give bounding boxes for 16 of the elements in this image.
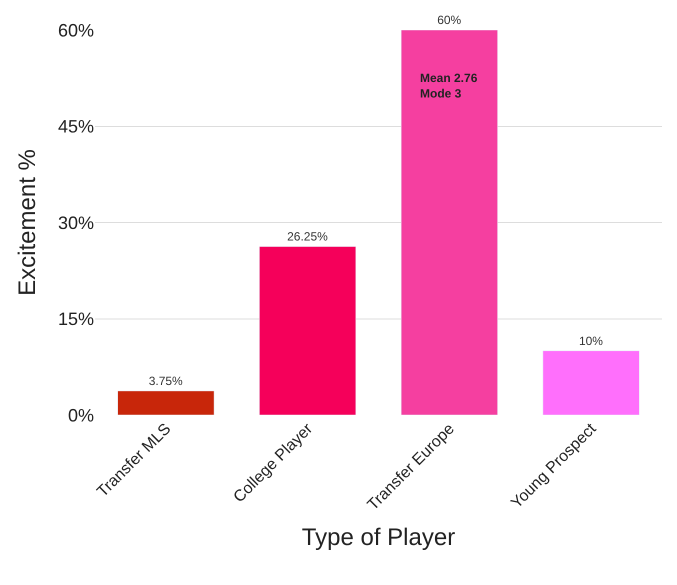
y-tick-label: 0% [68, 405, 94, 426]
bar [400, 30, 498, 415]
data-label: 26.25% [287, 230, 328, 244]
y-axis-title: Excitement % [14, 149, 42, 296]
y-tick-label: 45% [58, 116, 94, 137]
data-label: 60% [437, 13, 462, 27]
annotation: Mean 2.76 Mode 3 [420, 71, 478, 101]
y-tick-label: 15% [58, 309, 94, 330]
bar [259, 246, 356, 415]
data-label: 10% [578, 334, 604, 348]
x-axis-title: Type of Player [302, 524, 456, 552]
y-tick-label: 30% [58, 212, 94, 233]
data-label: 3.75% [148, 374, 184, 388]
bar [117, 390, 214, 415]
y-tick-label: 60% [58, 20, 94, 40]
bar [542, 350, 640, 415]
